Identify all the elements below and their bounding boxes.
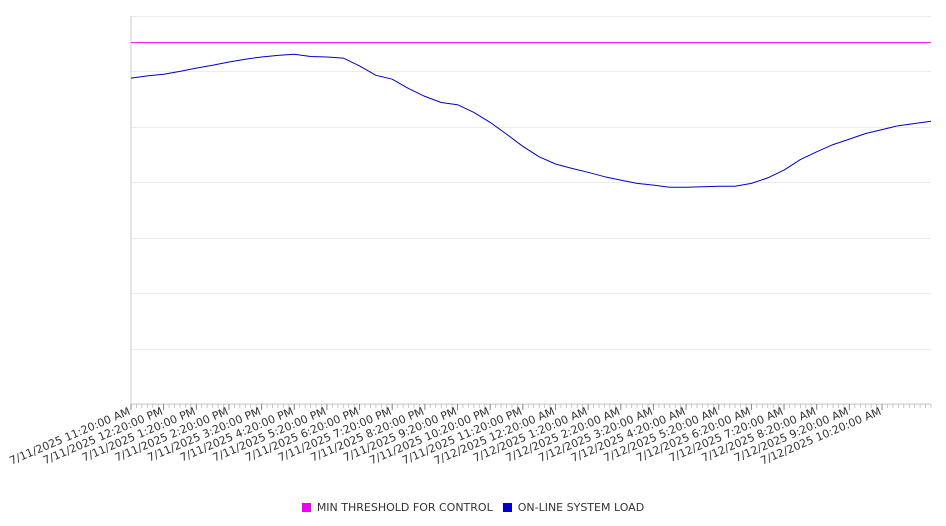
x-axis-tick-labels: 7/11/2025 11:20:00 AM7/11/2025 12:20:00 … — [8, 405, 884, 468]
legend-swatch-system-load — [502, 502, 512, 512]
x-axis-major-ticks — [130, 404, 883, 410]
legend-swatch-threshold — [301, 502, 311, 512]
legend-item-system-load[interactable]: ON-LINE SYSTEM LOAD — [502, 500, 645, 514]
legend-label-system-load: ON-LINE SYSTEM LOAD — [517, 500, 645, 514]
legend-item-threshold[interactable]: MIN THRESHOLD FOR CONTROL — [301, 500, 493, 514]
gridlines — [131, 16, 931, 405]
series-lines — [130, 42, 932, 188]
legend-label-threshold: MIN THRESHOLD FOR CONTROL — [316, 500, 493, 514]
legend: MIN THRESHOLD FOR CONTROL ON-LINE SYSTEM… — [0, 497, 946, 517]
system-load-line — [130, 53, 932, 188]
